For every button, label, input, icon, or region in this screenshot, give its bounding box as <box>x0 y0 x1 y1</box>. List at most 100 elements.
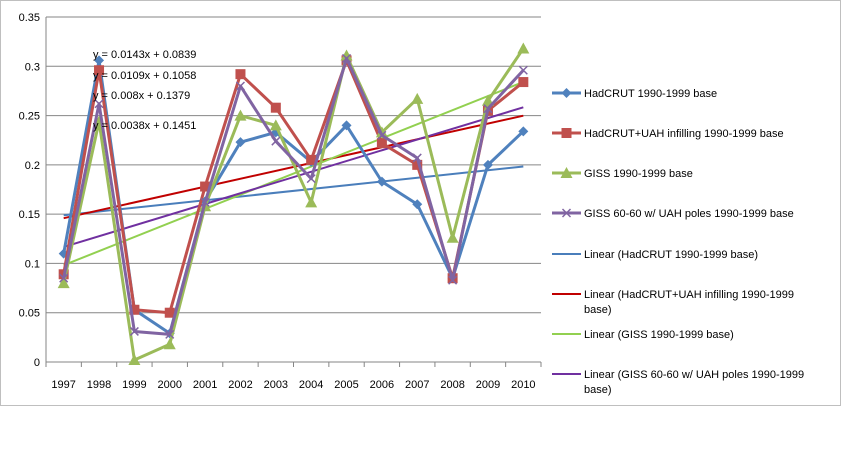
x-tick-label: 2009 <box>476 379 500 391</box>
chart-area: 0 0.05 0.1 0.15 0.2 0.25 0.3 0.35 1997 1998 1999 20… <box>0 0 841 406</box>
data-series <box>57 42 530 366</box>
data-point <box>483 104 493 114</box>
y-tick-label: 0.15 <box>19 209 40 221</box>
data-point <box>58 248 69 259</box>
data-point <box>340 49 353 61</box>
data-point <box>306 174 316 184</box>
data-point <box>560 167 573 178</box>
x-tick-label: 2002 <box>228 379 252 391</box>
legend-label: Linear (HadCRUT+UAH infilling 1990-1999 b… <box>584 289 794 316</box>
data-point <box>518 65 528 75</box>
data-point <box>59 273 69 283</box>
x-tick-label: 2005 <box>334 379 358 391</box>
data-point <box>129 326 139 336</box>
line-chart: 0 0.05 0.1 0.15 0.2 0.25 0.3 0.35 1997 1998 1999 20… <box>19 12 805 396</box>
x-tick-label: 1997 <box>51 379 75 391</box>
axes: 0 0.05 0.1 0.15 0.2 0.25 0.3 0.35 1997 1998 1999 20… <box>19 12 542 391</box>
data-point <box>376 176 387 187</box>
trendline-equations: y = 0.0143x + 0.0839 y = 0.0109x + 0.1058… <box>93 49 196 132</box>
series <box>57 42 530 366</box>
y-tick-label: 0.35 <box>19 12 40 24</box>
data-point <box>481 94 494 106</box>
data-point <box>94 65 105 76</box>
data-point <box>200 197 210 207</box>
data-point <box>412 153 422 163</box>
data-point <box>271 136 281 146</box>
x-tick-label: 2003 <box>264 379 288 391</box>
x-tick-label: 1999 <box>122 379 146 391</box>
legend-label: GISS 60-60 w/ UAH poles 1990-1999 base <box>584 208 794 220</box>
trendline <box>63 81 524 267</box>
trendline <box>63 106 524 248</box>
data-point <box>94 99 104 109</box>
x-tick-label: 2000 <box>158 379 182 391</box>
series-line <box>62 56 525 336</box>
data-point <box>412 199 423 210</box>
legend-entry: Linear (GISS 60-60 w/ UAH poles 1990-199… <box>552 369 804 396</box>
legend-entry: Linear (HadCRUT+UAH infilling 1990-1999 b… <box>552 289 794 316</box>
data-point <box>341 120 352 131</box>
x-tick-label: 2008 <box>440 379 464 391</box>
data-point <box>235 81 245 91</box>
data-point <box>561 208 572 218</box>
legend-entry: GISS 60-60 w/ UAH poles 1990-1999 base <box>552 208 794 220</box>
data-point <box>446 231 459 243</box>
legend: HadCRUT 1990-1999 base HadCRUT+UAH infill… <box>552 88 804 396</box>
y-tick-label: 0.2 <box>25 160 40 172</box>
data-point <box>163 338 176 350</box>
data-point <box>269 119 282 131</box>
data-point <box>517 42 530 54</box>
data-point <box>57 277 70 289</box>
data-point <box>376 138 387 149</box>
y-tick-label: 0.1 <box>25 258 40 270</box>
data-point <box>305 196 318 208</box>
x-tick-label: 2004 <box>299 379 323 391</box>
legend-entry: HadCRUT+UAH infilling 1990-1999 base <box>552 128 784 140</box>
trendline-equation: y = 0.0038x + 0.1451 <box>93 120 196 132</box>
trendline-equation: y = 0.0143x + 0.0839 <box>93 49 196 61</box>
legend-entry: Linear (GISS 1990-1999 base) <box>552 329 734 341</box>
y-tick-label: 0 <box>34 357 40 369</box>
legend-label: Linear (GISS 60-60 w/ UAH poles 1990-199… <box>584 369 804 396</box>
data-point <box>482 159 493 170</box>
data-point <box>448 275 458 285</box>
series-line <box>62 47 525 362</box>
series-line <box>62 58 525 335</box>
x-tick-label: 2007 <box>405 379 429 391</box>
data-point <box>165 329 175 339</box>
legend-label: Linear (HadCRUT 1990-1999 base) <box>584 249 758 261</box>
data-point <box>234 109 247 121</box>
data-point <box>377 130 387 140</box>
data-point <box>306 154 317 165</box>
y-tick-label: 0.05 <box>19 308 40 320</box>
legend-label: HadCRUT+UAH infilling 1990-1999 base <box>584 128 784 140</box>
data-point <box>200 181 211 192</box>
data-point <box>94 55 105 66</box>
data-point <box>342 53 352 63</box>
legend-entry: GISS 1990-1999 base <box>552 167 693 180</box>
legend-label: Linear (GISS 1990-1999 base) <box>584 329 734 341</box>
data-point <box>561 128 572 138</box>
data-point <box>411 92 424 104</box>
series <box>59 53 528 339</box>
y-tick-label: 0.25 <box>19 111 40 123</box>
data-point <box>164 307 175 318</box>
data-point <box>235 69 246 80</box>
trendline <box>63 165 524 217</box>
trendline-equation: y = 0.0109x + 0.1058 <box>93 70 196 82</box>
legend-label: GISS 1990-1999 base <box>584 168 693 180</box>
trendline-equation: y = 0.008x + 0.1379 <box>93 90 190 102</box>
data-point <box>412 159 423 170</box>
data-point <box>129 304 140 315</box>
x-tick-label: 2006 <box>370 379 394 391</box>
x-tick-label: 2001 <box>193 379 217 391</box>
x-tick-label: 2010 <box>511 379 535 391</box>
data-point <box>128 354 141 366</box>
x-tick-label: 1998 <box>87 379 111 391</box>
y-tick-label: 0.3 <box>25 61 40 73</box>
legend-entry: Linear (HadCRUT 1990-1999 base) <box>552 249 758 261</box>
data-point <box>235 137 246 148</box>
legend-entry: HadCRUT 1990-1999 base <box>552 88 717 100</box>
legend-label: HadCRUT 1990-1999 base <box>584 88 717 100</box>
data-point <box>518 77 529 88</box>
